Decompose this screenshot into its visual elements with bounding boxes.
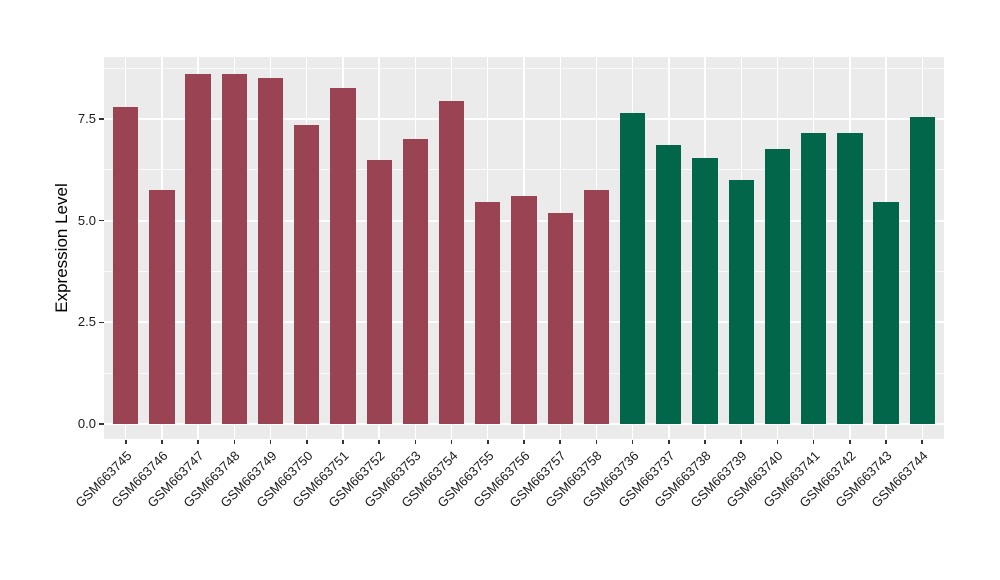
y-tick-label: 5.0 [77, 212, 96, 228]
bar-GSM663751 [330, 88, 356, 424]
bar-GSM663746 [149, 190, 175, 424]
bar-GSM663747 [185, 74, 211, 424]
y-tick-mark [99, 423, 104, 425]
bar-GSM663741 [800, 133, 827, 424]
x-tick-mark [885, 439, 887, 444]
y-tick-mark [99, 321, 104, 324]
y-tick-mark [99, 118, 104, 120]
bar-GSM663749 [257, 78, 284, 424]
x-tick-mark [740, 439, 743, 444]
x-tick-mark [269, 439, 272, 444]
y-tick-label: 7.5 [77, 110, 96, 126]
bar-GSM663756 [511, 196, 537, 424]
x-tick-mark [812, 439, 815, 444]
x-tick-mark [197, 439, 199, 444]
bar-GSM663748 [221, 74, 248, 424]
bar-GSM663754 [438, 100, 465, 424]
x-tick-mark [233, 439, 236, 444]
bar-GSM663743 [873, 202, 899, 424]
x-tick-mark [595, 439, 598, 444]
bar-GSM663753 [402, 139, 429, 424]
x-tick-mark [776, 439, 779, 444]
bar-GSM663737 [656, 145, 682, 424]
bar-GSM663745 [113, 106, 139, 424]
bar-GSM663739 [728, 179, 754, 424]
x-tick-mark [378, 439, 380, 444]
x-tick-mark [704, 439, 706, 444]
x-tick-mark [414, 439, 417, 444]
x-tick-mark [921, 439, 924, 444]
y-tick-mark [99, 219, 104, 222]
bar-GSM663757 [547, 212, 573, 424]
x-tick-mark [124, 439, 127, 444]
bar-GSM663750 [294, 125, 320, 424]
x-tick-mark [342, 439, 344, 444]
x-tick-mark [523, 439, 525, 444]
bar-GSM663744 [909, 116, 935, 424]
x-tick-mark [450, 439, 453, 444]
x-tick-mark [559, 439, 561, 444]
y-tick-label: 0.0 [77, 416, 96, 431]
y-tick-label: 2.5 [77, 314, 96, 330]
bar-GSM663752 [366, 159, 392, 424]
bar-GSM663755 [475, 202, 501, 424]
x-tick-mark [849, 439, 851, 444]
bar-GSM663740 [764, 149, 791, 424]
bar-GSM663742 [837, 133, 863, 424]
bar-GSM663736 [619, 112, 646, 424]
x-tick-mark [486, 439, 489, 444]
x-tick-mark [161, 439, 163, 444]
x-tick-mark [631, 439, 634, 444]
bar-GSM663758 [583, 190, 610, 424]
x-tick-mark [305, 439, 308, 444]
bar-GSM663738 [692, 157, 718, 424]
x-tick-mark [668, 439, 670, 444]
